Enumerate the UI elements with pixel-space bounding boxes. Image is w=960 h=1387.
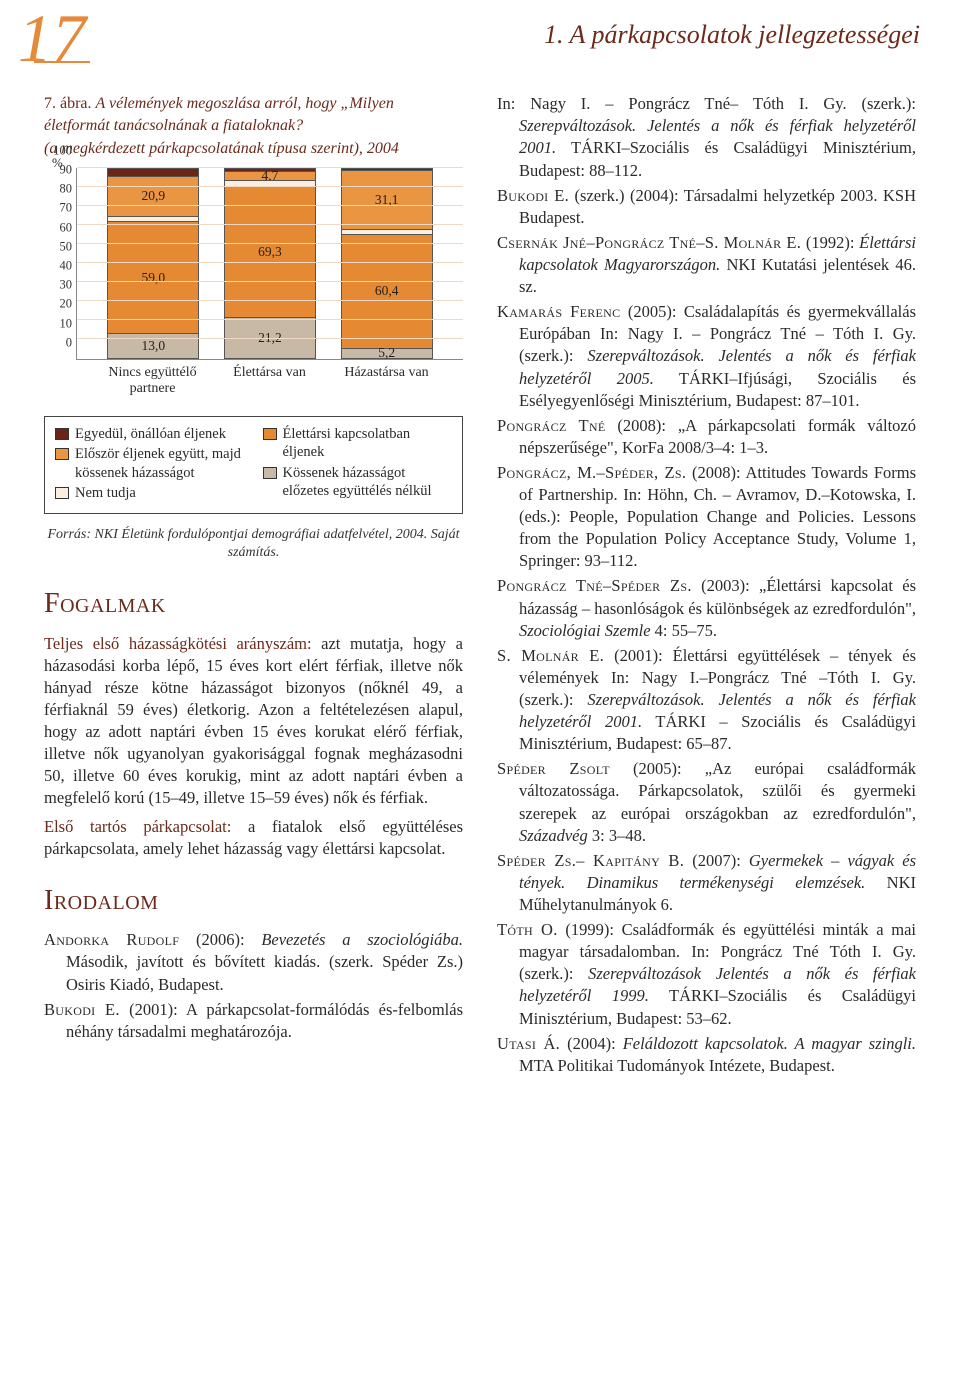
chart-segment: 59,0 bbox=[108, 221, 198, 333]
y-tick: 30 bbox=[60, 277, 73, 294]
legend-swatch bbox=[55, 448, 69, 460]
page-number: 17 bbox=[18, 8, 86, 69]
chart-bar: 20,9 59,013,0 bbox=[107, 168, 199, 359]
legend-swatch bbox=[263, 428, 277, 440]
y-tick: 0 bbox=[66, 334, 72, 351]
legend-item: Nem tudja bbox=[55, 484, 245, 503]
biblio-entry: Pongrácz, M.–Spéder, Zs. (2008): Attitud… bbox=[497, 462, 916, 573]
x-axis-label: Nincs együttélő partnere bbox=[103, 365, 203, 397]
biblio-entry: Spéder Zsolt (2005): „Az európai családf… bbox=[497, 758, 916, 846]
x-axis-label: Házastársa van bbox=[337, 365, 437, 397]
chart-legend: Egyedül, önállóan éljenekElőször éljenek… bbox=[44, 416, 463, 514]
biblio-entry: Csernák Jné–Pongrácz Tné–S. Molnár E. (1… bbox=[497, 232, 916, 298]
y-tick: 80 bbox=[60, 181, 73, 198]
chart-segment: 4,7 bbox=[225, 171, 315, 180]
y-tick: 50 bbox=[60, 238, 73, 255]
legend-item: Élettársi kapcsolatban éljenek bbox=[263, 425, 453, 462]
fogalmak-body: Teljes első házasságkötési arányszám: az… bbox=[44, 633, 463, 860]
chart-segment: 5,2 bbox=[342, 348, 432, 358]
chapter-title: 1. A párkapcsolatok jellegzetességei bbox=[544, 20, 920, 50]
legend-item: Először éljenek együtt, majd kössenek há… bbox=[55, 445, 245, 482]
y-tick: 70 bbox=[60, 200, 73, 217]
biblio-entry: Pongrácz Tné (2008): „A párkapcsolati fo… bbox=[497, 415, 916, 459]
chart-segment bbox=[108, 169, 198, 177]
biblio-entry: S. Molnár E. (2001): Élettársi együttélé… bbox=[497, 645, 916, 756]
legend-text: Kössenek házasságot előzetes együttélés … bbox=[283, 464, 453, 501]
y-tick: 20 bbox=[60, 296, 73, 313]
chart-segment: 20,9 bbox=[108, 176, 198, 216]
x-axis-labels: Nincs együttélő partnere Élettársa van Ház… bbox=[76, 365, 463, 397]
y-tick: 60 bbox=[60, 219, 73, 236]
biblio-entry: Bukodi E. (szerk.) (2004): Társadalmi he… bbox=[497, 185, 916, 229]
y-tick: 10 bbox=[60, 315, 73, 332]
biblio-entry: Spéder Zs.– Kapitány B. (2007): Gyermeke… bbox=[497, 850, 916, 916]
chart-bar: 31,160,45,2 bbox=[341, 168, 433, 359]
chart-source: Forrás: NKI Életünk fordulópontjai demog… bbox=[44, 526, 463, 564]
figure-subtitle: (a megkérdezett párkapcsolatának típusa … bbox=[44, 138, 463, 159]
y-tick: 40 bbox=[60, 258, 73, 275]
biblio-entry: In: Nagy I. – Pongrácz Tné– Tóth I. Gy. … bbox=[497, 93, 916, 181]
chart-segment: 13,0 bbox=[108, 333, 198, 358]
y-axis: 0102030405060708090100 bbox=[44, 168, 74, 360]
figure-label: 7. ábra. A vélemények megoszlása arról, … bbox=[44, 93, 463, 136]
biblio-entry: Utasi Á. (2004): Feláldozott kapcsolatok… bbox=[497, 1033, 916, 1077]
chart-plot-area: 20,959,013,04,769,321,231,160,45,2 bbox=[76, 168, 463, 360]
bibliography-right: In: Nagy I. – Pongrácz Tné– Tóth I. Gy. … bbox=[497, 93, 916, 1077]
legend-item: Kössenek házasságot előzetes együttélés … bbox=[263, 464, 453, 501]
legend-text: Élettársi kapcsolatban éljenek bbox=[283, 425, 453, 462]
left-column: 7. ábra. A vélemények megoszlása arról, … bbox=[44, 93, 463, 1080]
biblio-entry: Kamarás Ferenc (2005): Családalapítás és… bbox=[497, 301, 916, 412]
legend-swatch bbox=[263, 467, 277, 479]
y-tick: 100 bbox=[53, 142, 72, 159]
definition-entry: Első tartós párkapcsolat: a fiatalok els… bbox=[44, 816, 463, 860]
y-tick: 90 bbox=[60, 162, 73, 179]
legend-text: Nem tudja bbox=[75, 484, 136, 503]
biblio-entry: Andorka Rudolf (2006): Bevezetés a szoci… bbox=[44, 929, 463, 995]
right-column: In: Nagy I. – Pongrácz Tné– Tóth I. Gy. … bbox=[497, 93, 916, 1080]
biblio-entry: Bukodi E. (2001): A párkapcsolat-formáló… bbox=[44, 999, 463, 1043]
biblio-entry: Tóth O. (1999): Családformák és együttél… bbox=[497, 919, 916, 1030]
bibliography-left: Andorka Rudolf (2006): Bevezetés a szoci… bbox=[44, 929, 463, 1043]
legend-swatch bbox=[55, 487, 69, 499]
definition-entry: Teljes első házasságkötési arányszám: az… bbox=[44, 633, 463, 810]
section-heading-irodalom: Irodalom bbox=[44, 882, 463, 920]
legend-item: Egyedül, önállóan éljenek bbox=[55, 425, 245, 444]
chart-segment: 31,1 bbox=[342, 170, 432, 229]
legend-swatch bbox=[55, 428, 69, 440]
page-header: 17 1. A párkapcsolatok jellegzetességei bbox=[0, 0, 960, 93]
chart-segment: 60,4 bbox=[342, 234, 432, 348]
legend-text: Egyedül, önállóan éljenek bbox=[75, 425, 226, 444]
x-axis-label: Élettársa van bbox=[220, 365, 320, 397]
stacked-bar-chart: % 0102030405060708090100 20,959,013,04,7… bbox=[44, 168, 463, 564]
chart-segment: 69,3 bbox=[225, 186, 315, 317]
chart-bar: 4,769,321,2 bbox=[224, 168, 316, 359]
biblio-entry: Pongrácz Tné–Spéder Zs. (2003): „Élettár… bbox=[497, 575, 916, 641]
section-heading-fogalmak: Fogalmak bbox=[44, 585, 463, 623]
legend-text: Először éljenek együtt, majd kössenek há… bbox=[75, 445, 245, 482]
